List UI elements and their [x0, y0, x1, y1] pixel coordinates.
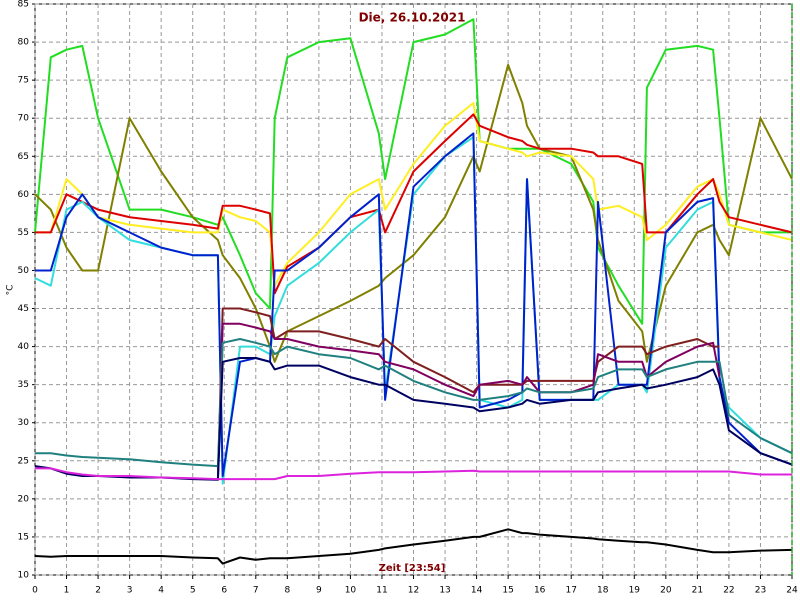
y-tick-label: 15	[18, 532, 29, 542]
x-tick-label: 9	[316, 586, 322, 596]
x-tick-label: 8	[284, 586, 290, 596]
x-tick-label: 19	[629, 586, 641, 596]
x-tick-label: 6	[221, 586, 227, 596]
x-tick-label: 24	[786, 586, 798, 596]
y-tick-label: 40	[18, 342, 30, 352]
x-tick-label: 20	[660, 586, 672, 596]
y-axis-label: °C	[6, 285, 16, 296]
y-tick-label: 85	[18, 0, 29, 10]
series-line	[216, 322, 721, 480]
y-tick-label: 20	[18, 494, 30, 504]
series-line	[34, 528, 793, 565]
y-tick-label: 65	[18, 152, 29, 162]
x-tick-label: 2	[95, 586, 101, 596]
y-tick-label: 35	[18, 380, 29, 390]
y-tick-label: 55	[18, 228, 29, 238]
x-tick-label: 17	[565, 586, 576, 596]
x-tick-label: 7	[253, 586, 259, 596]
x-tick-label: 13	[439, 586, 450, 596]
x-tick-label: 21	[692, 586, 703, 596]
x-tick-label: 14	[471, 586, 483, 596]
series-line	[35, 467, 792, 481]
y-tick-label: 50	[18, 266, 30, 276]
x-tick-label: 12	[408, 586, 419, 596]
x-tick-label: 5	[190, 586, 196, 596]
series-line	[35, 132, 793, 477]
y-tick-label: 60	[18, 190, 30, 200]
series-line	[35, 338, 793, 468]
x-tick-label: 18	[597, 586, 609, 596]
x-tick-label: 10	[345, 586, 357, 596]
y-tick-label: 80	[18, 38, 30, 48]
y-tick-label: 75	[18, 76, 29, 86]
x-axis-label: Zeit [23:54]	[379, 563, 446, 574]
series-line	[35, 113, 793, 295]
y-tick-label: 45	[18, 304, 29, 314]
x-tick-label: 1	[64, 586, 70, 596]
x-tick-label: 4	[158, 586, 164, 596]
x-tick-label: 22	[723, 586, 734, 596]
lines	[34, 18, 793, 565]
x-tick-label: 11	[376, 586, 387, 596]
x-tick-label: 23	[755, 586, 766, 596]
y-tick-label: 70	[18, 114, 30, 124]
x-tick-label: 15	[502, 586, 513, 596]
y-tick-label: 30	[18, 418, 30, 428]
y-tick-label: 10	[18, 571, 30, 581]
x-tick-label: 3	[127, 586, 133, 596]
y-tick-label: 25	[18, 456, 29, 466]
chart-title: Die, 26.10.2021	[359, 11, 466, 25]
series-line	[34, 18, 792, 325]
x-tick-label: 0	[32, 586, 38, 596]
x-tick-label: 16	[534, 586, 546, 596]
